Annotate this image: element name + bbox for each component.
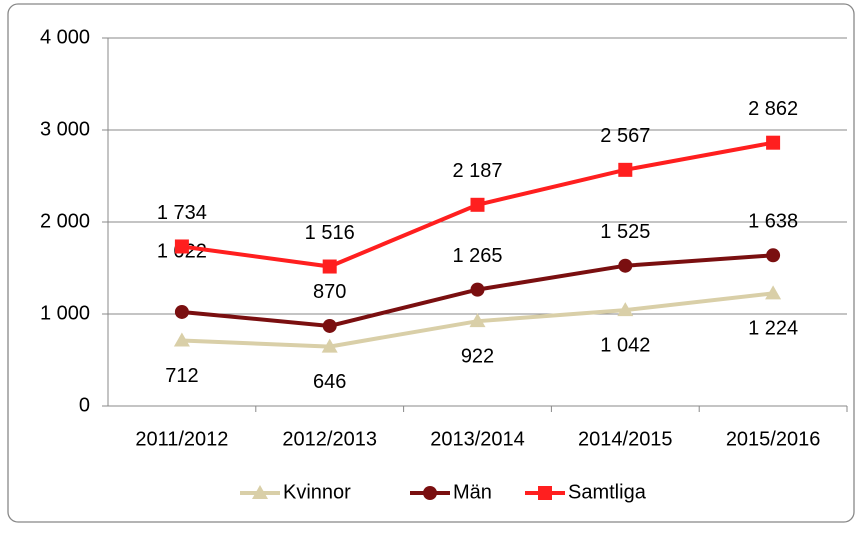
marker — [173, 332, 190, 347]
marker — [470, 282, 485, 297]
x-tick-label: 2012/2013 — [282, 428, 377, 450]
data-label: 922 — [461, 345, 494, 367]
data-label: 2 187 — [452, 160, 502, 182]
marker — [469, 313, 486, 328]
data-label: 1 224 — [748, 318, 798, 340]
marker — [618, 162, 633, 177]
marker — [766, 135, 781, 150]
x-tick-label: 2011/2012 — [135, 428, 228, 450]
data-label: 2 567 — [600, 125, 650, 147]
legend-marker — [538, 486, 552, 500]
data-label: 646 — [313, 371, 346, 393]
marker — [322, 318, 337, 333]
legend-marker — [423, 486, 437, 500]
y-tick-label: 2 000 — [40, 210, 90, 232]
marker — [617, 302, 634, 317]
marker — [321, 338, 338, 353]
y-tick-label: 3 000 — [40, 118, 90, 140]
data-label: 1 265 — [452, 245, 502, 267]
x-tick-label: 2015/2016 — [726, 428, 821, 450]
y-tick-label: 0 — [79, 394, 90, 416]
marker — [174, 239, 189, 254]
data-label: 1 525 — [600, 221, 650, 243]
y-tick-label: 1 000 — [40, 302, 90, 324]
data-label: 2 862 — [748, 98, 798, 120]
data-label: 1 516 — [305, 222, 355, 244]
legend-label: Samtliga — [568, 481, 647, 503]
data-label: 712 — [165, 365, 198, 387]
chart-frame — [7, 3, 855, 523]
marker — [765, 285, 782, 300]
marker — [470, 197, 485, 212]
legend-marker — [252, 485, 268, 499]
x-tick-label: 2013/2014 — [430, 428, 525, 450]
data-label: 1 638 — [748, 211, 798, 233]
marker — [766, 248, 781, 263]
x-tick-label: 2014/2015 — [578, 428, 673, 450]
data-label: 870 — [313, 281, 346, 303]
marker — [618, 258, 633, 273]
data-label: 1 042 — [600, 334, 650, 356]
legend-label: Kvinnor — [283, 481, 351, 503]
marker — [174, 304, 189, 319]
legend-label: Män — [453, 481, 492, 503]
data-label: 1 734 — [157, 202, 207, 224]
y-tick-label: 4 000 — [40, 26, 90, 48]
marker — [322, 259, 337, 274]
